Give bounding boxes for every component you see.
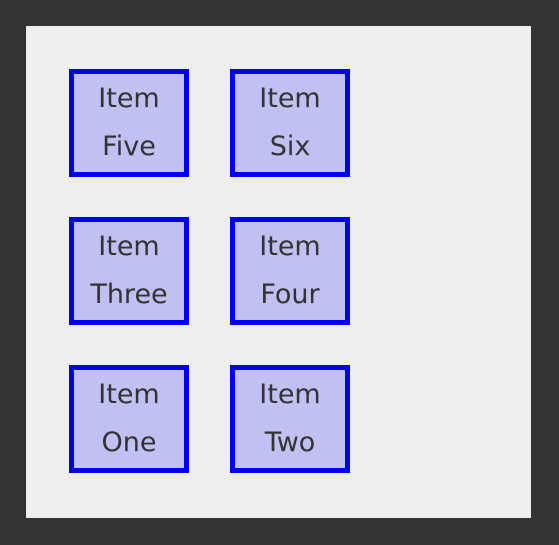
item-label-line2: One bbox=[101, 427, 157, 458]
item-label-line1: Item bbox=[259, 231, 321, 262]
item-grid: Item Five Item Six Item Three Item Four … bbox=[69, 69, 350, 473]
item-label-line1: Item bbox=[98, 83, 160, 114]
item-label-line2: Six bbox=[269, 131, 311, 162]
item-label-line1: Item bbox=[259, 379, 321, 410]
item-label-line2: Three bbox=[90, 279, 168, 310]
item-label-line1: Item bbox=[98, 379, 160, 410]
grid-item-one[interactable]: Item One bbox=[69, 365, 189, 473]
item-label-line2: Two bbox=[264, 427, 316, 458]
grid-item-six[interactable]: Item Six bbox=[230, 69, 350, 177]
item-label-line1: Item bbox=[259, 83, 321, 114]
item-label-line2: Four bbox=[260, 279, 320, 310]
grid-item-three[interactable]: Item Three bbox=[69, 217, 189, 325]
item-label-line1: Item bbox=[98, 231, 160, 262]
grid-item-two[interactable]: Item Two bbox=[230, 365, 350, 473]
grid-item-five[interactable]: Item Five bbox=[69, 69, 189, 177]
grid-item-four[interactable]: Item Four bbox=[230, 217, 350, 325]
item-label-line2: Five bbox=[102, 131, 156, 162]
content-panel: Item Five Item Six Item Three Item Four … bbox=[26, 26, 531, 518]
